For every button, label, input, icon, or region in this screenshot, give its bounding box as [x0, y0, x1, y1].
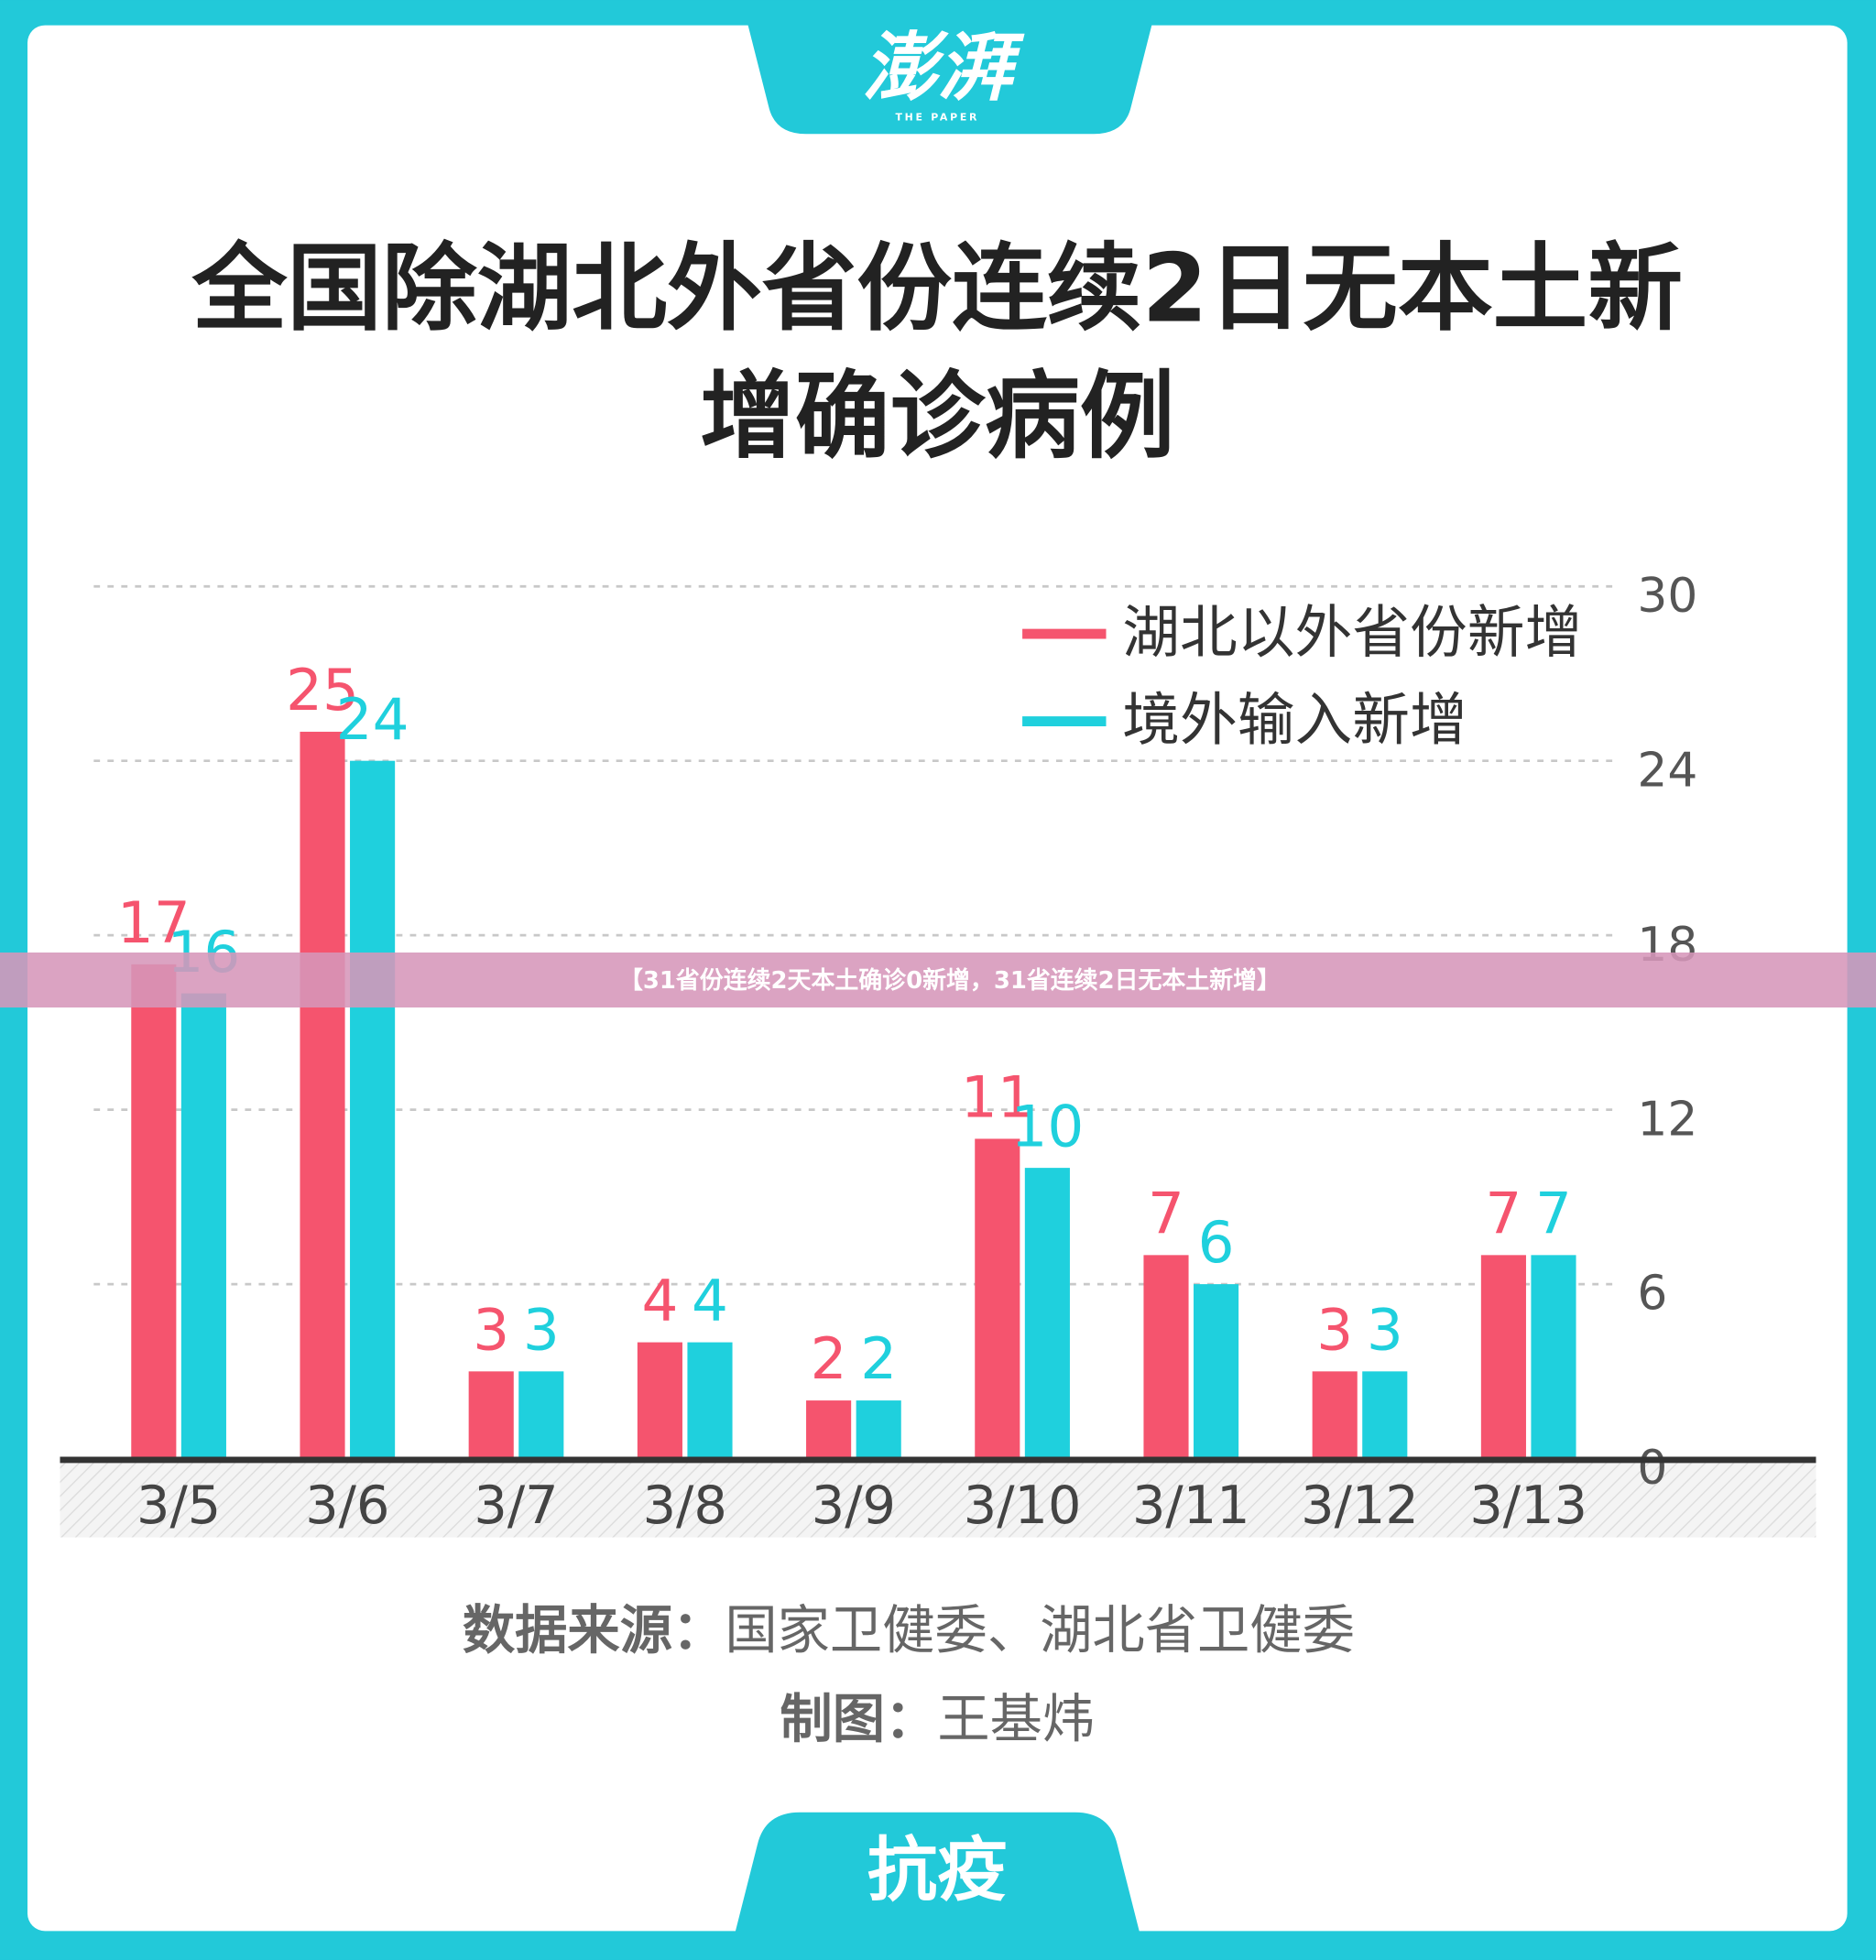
value-label: 6 [1198, 1209, 1235, 1276]
maker: 制图：王基炜 [780, 1688, 1095, 1749]
axis-band [60, 1462, 1816, 1538]
x-tick-label: 3/10 [964, 1475, 1082, 1536]
bar [1024, 1168, 1070, 1459]
x-tick-label: 3/6 [305, 1475, 389, 1536]
x-tick-label: 3/13 [1469, 1475, 1587, 1536]
bottom-tab [735, 1812, 1140, 1934]
legend-label: 湖北以外省份新增 [1122, 599, 1582, 666]
value-label: 3 [473, 1296, 509, 1363]
bar [1531, 1255, 1576, 1459]
x-tick-label: 3/11 [1132, 1475, 1250, 1536]
value-label: 3 [523, 1296, 560, 1363]
bar [856, 1400, 901, 1459]
value-label: 7 [1485, 1181, 1522, 1247]
value-label: 4 [692, 1268, 728, 1334]
bar [687, 1342, 733, 1459]
chart-title: 增确诊病例 [700, 362, 1174, 472]
value-label: 17 [117, 889, 191, 956]
banner-text: 【31省份连续2天本土确诊0新增，31省连续2日无本土新增】 [619, 966, 1281, 995]
bar [350, 760, 396, 1459]
value-label: 4 [641, 1268, 678, 1334]
legend-label: 境外输入新增 [1122, 686, 1467, 753]
maker-text: 王基炜 [937, 1688, 1095, 1749]
value-label: 25 [286, 657, 359, 724]
top-tab [747, 22, 1152, 135]
bar [975, 1138, 1020, 1459]
x-tick-label: 3/5 [136, 1475, 221, 1536]
bar [806, 1400, 852, 1459]
bar [180, 993, 226, 1459]
value-label: 24 [336, 686, 409, 753]
value-label: 11 [961, 1064, 1034, 1131]
bar [518, 1371, 564, 1459]
plot: 0612182430湖北以外省份新增境外输入新增3/517163/625243/… [93, 569, 1697, 1536]
bar [1143, 1255, 1189, 1459]
source-text: 国家卫健委、湖北省卫健委 [725, 1599, 1355, 1661]
logo: 澎湃 [862, 25, 1025, 112]
bar [1312, 1371, 1358, 1459]
bar [637, 1342, 682, 1459]
x-tick-label: 3/12 [1301, 1475, 1419, 1536]
y-tick-label: 0 [1637, 1441, 1667, 1496]
bottom-tab-label: 抗疫 [867, 1830, 1008, 1911]
value-label: 10 [1010, 1093, 1084, 1160]
y-tick-label: 6 [1637, 1267, 1667, 1322]
value-label: 7 [1148, 1181, 1184, 1247]
bar [1480, 1255, 1526, 1459]
value-label: 2 [860, 1325, 897, 1392]
logo-sub: THE PAPER [895, 112, 979, 124]
bar [1194, 1284, 1239, 1459]
source-label: 数据来源： [463, 1599, 725, 1661]
chart-title: 全国除湖北外省份连续2日无本土新 [191, 234, 1683, 344]
value-label: 2 [811, 1325, 847, 1392]
value-label: 3 [1316, 1296, 1353, 1363]
maker-label: 制图： [780, 1688, 937, 1749]
value-label: 3 [1367, 1296, 1403, 1363]
bar [1362, 1371, 1408, 1459]
x-tick-label: 3/7 [474, 1475, 558, 1536]
bar [131, 964, 177, 1459]
source: 数据来源：国家卫健委、湖北省卫健委 [463, 1599, 1355, 1661]
y-tick-label: 12 [1637, 1092, 1697, 1147]
value-label: 7 [1535, 1181, 1572, 1247]
x-tick-label: 3/8 [643, 1475, 727, 1536]
y-tick-label: 30 [1637, 569, 1697, 624]
banner [0, 952, 1876, 1008]
x-tick-label: 3/9 [812, 1475, 896, 1536]
bar [300, 731, 345, 1459]
bar [468, 1371, 514, 1459]
y-tick-label: 24 [1637, 743, 1697, 798]
